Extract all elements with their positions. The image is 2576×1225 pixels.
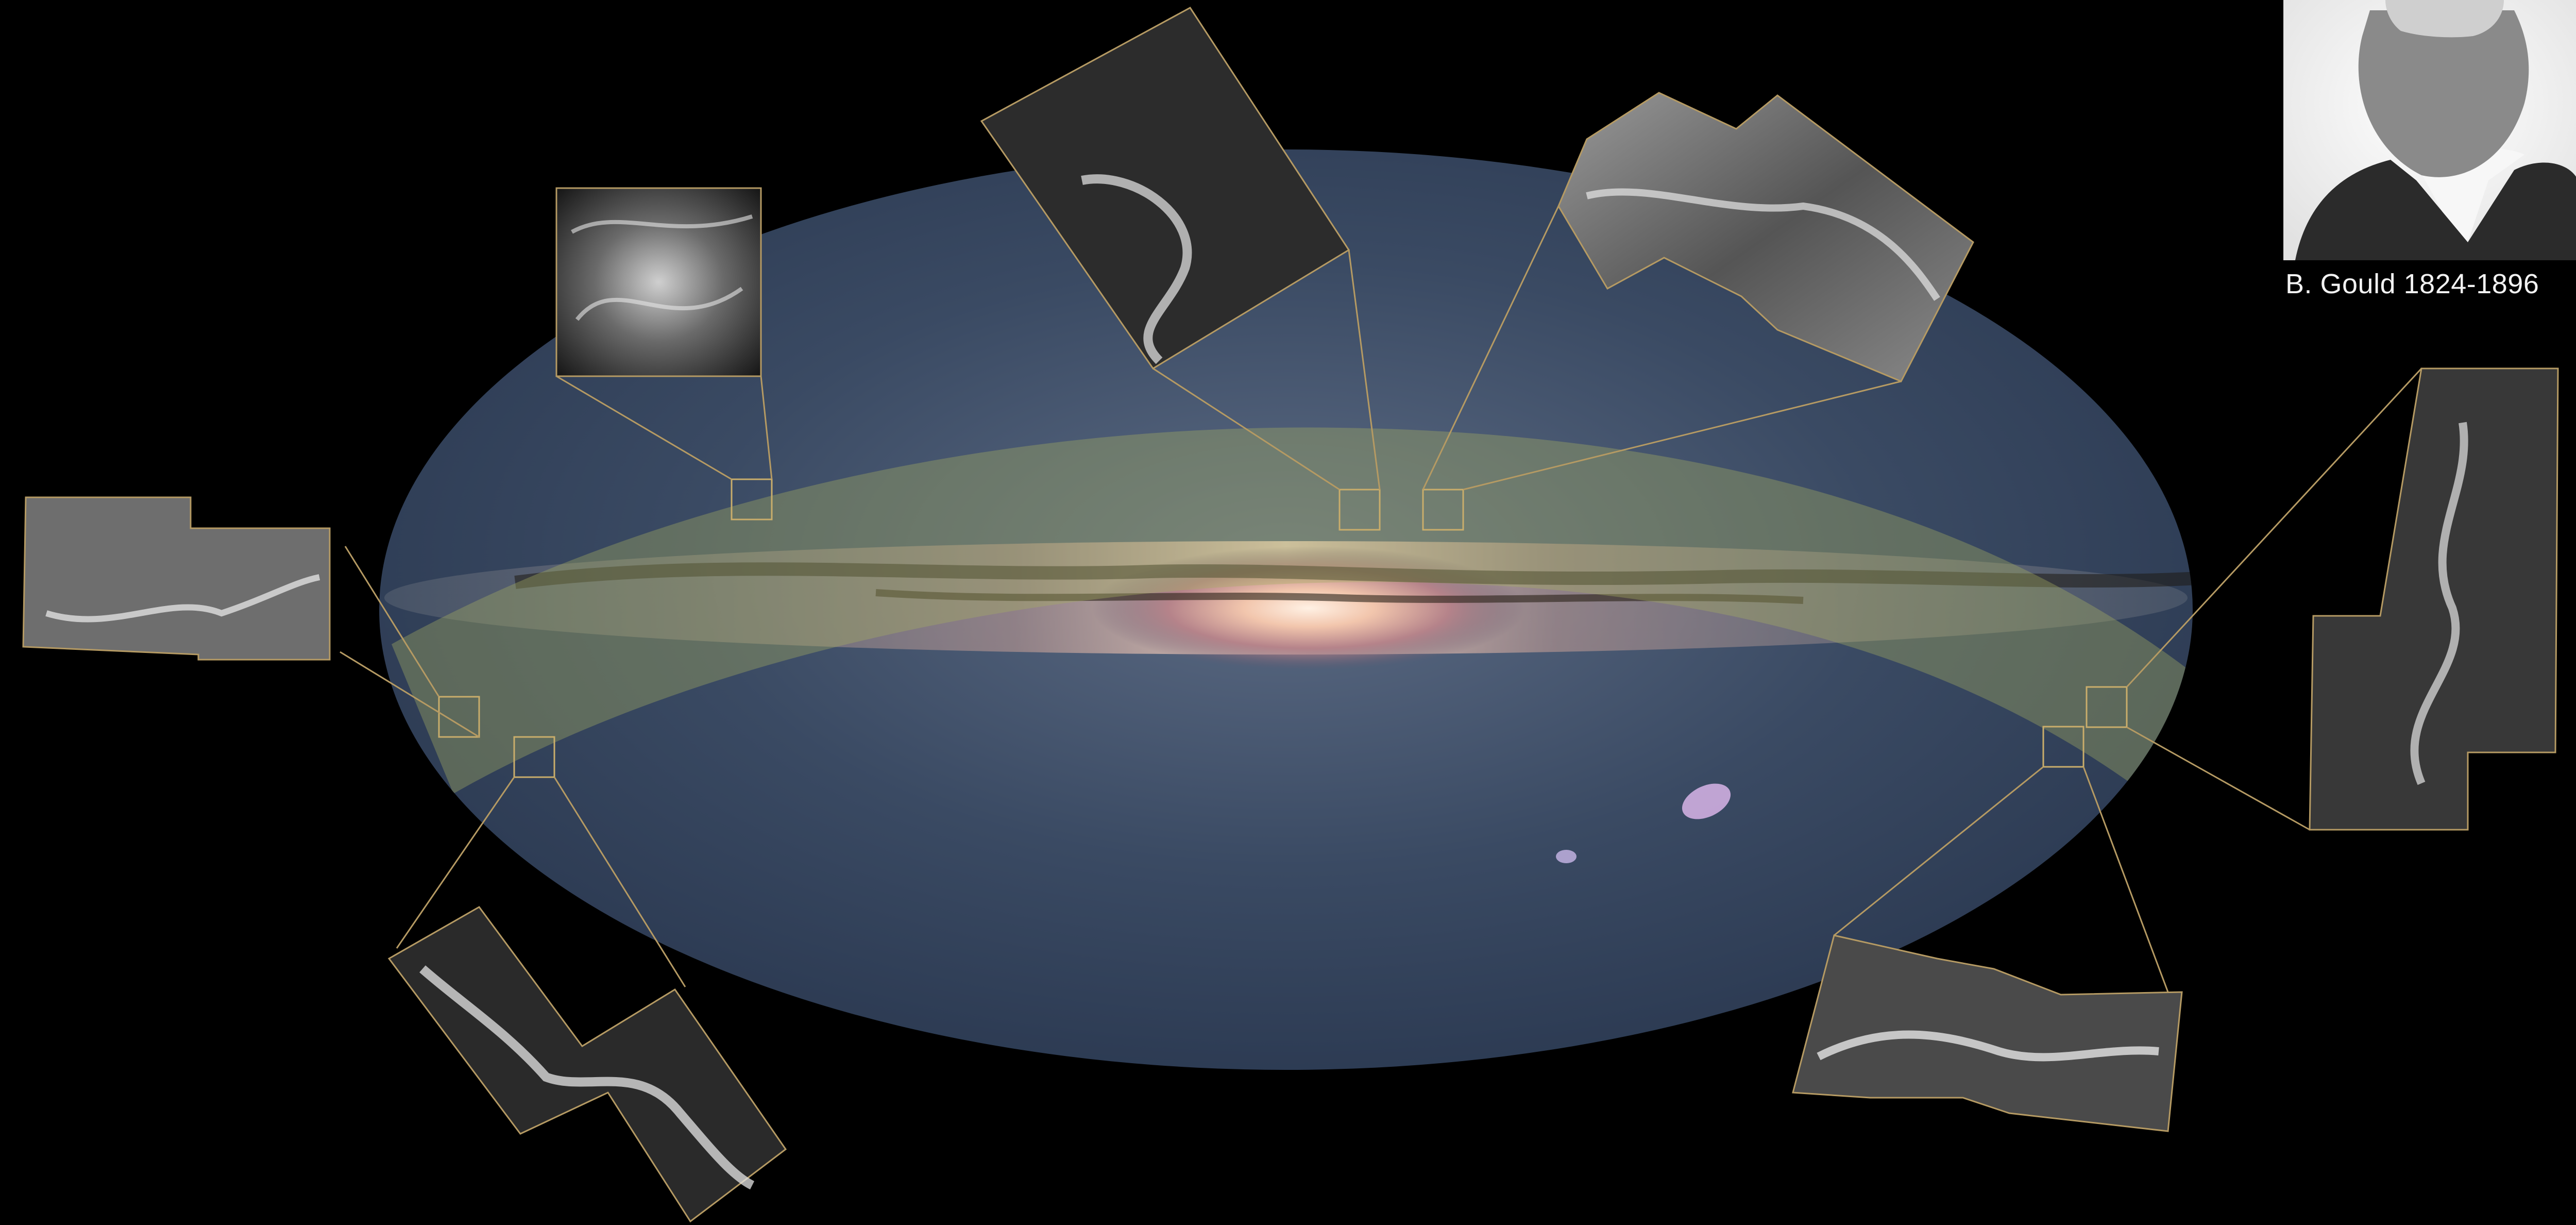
marker-box — [731, 478, 773, 521]
marker-box — [1338, 489, 1381, 531]
dust-lane — [514, 562, 2193, 589]
marker-box — [513, 736, 555, 778]
portrait-coat — [2295, 160, 2576, 260]
marker-box — [438, 696, 480, 738]
portrait-beard — [2358, 10, 2529, 177]
cloud-inset-top-right — [1557, 92, 1974, 382]
cloud-inset-left-middle — [22, 496, 331, 661]
cloud-inset-bottom-left — [387, 906, 787, 1223]
marker-box — [2042, 726, 2084, 768]
portrait-b-gould — [2283, 0, 2576, 260]
connector-lines — [340, 206, 2422, 993]
cloud-inset-top-center — [980, 7, 1350, 370]
cloud-inset-bottom-right — [1792, 934, 2183, 1132]
large-magellanic-cloud — [1682, 783, 1731, 819]
dust-lane — [875, 589, 1804, 604]
cloud-inset-upper-left — [555, 187, 762, 377]
portrait-face — [2385, 0, 2504, 38]
gould-belt-band — [392, 427, 2193, 825]
sky-map — [379, 149, 2193, 1070]
small-magellanic-cloud — [1556, 850, 1577, 863]
marker-box — [2086, 686, 2128, 728]
sky-markers — [438, 478, 2128, 778]
portrait-caption: B. Gould 1824-1896 — [2285, 269, 2539, 299]
marker-box — [1422, 489, 1464, 531]
cloud-inset-right — [2309, 367, 2559, 831]
